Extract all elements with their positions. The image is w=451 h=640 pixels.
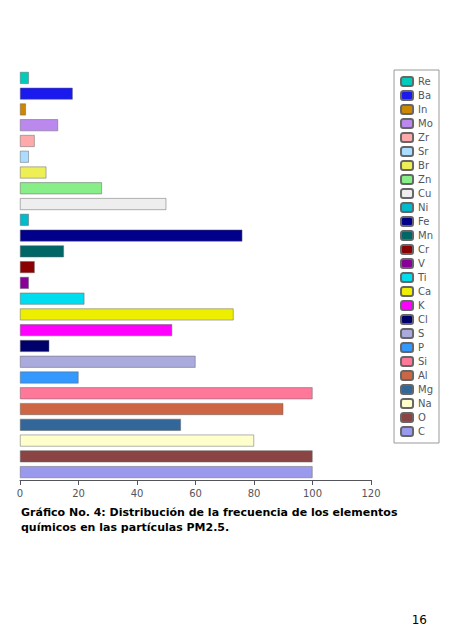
svg-text:0: 0 [17,488,23,499]
svg-text:Cl: Cl [418,314,428,325]
svg-text:Cu: Cu [418,188,431,199]
svg-text:P: P [418,342,424,353]
svg-text:C: C [418,426,425,437]
svg-text:K: K [418,300,425,311]
svg-text:Ca: Ca [418,286,431,297]
svg-text:Ba: Ba [418,90,431,101]
svg-text:Re: Re [418,76,431,87]
svg-text:Mg: Mg [418,384,433,395]
svg-text:Mo: Mo [418,118,433,129]
svg-text:Ni: Ni [418,202,428,213]
svg-text:Zn: Zn [418,174,431,185]
svg-text:20: 20 [72,488,85,499]
svg-text:Na: Na [418,398,432,409]
svg-text:Zr: Zr [418,132,430,143]
svg-text:Ti: Ti [417,272,427,283]
svg-text:In: In [418,104,427,115]
svg-text:120: 120 [361,488,380,499]
svg-text:Gráfico No. 4: Distribución de: Gráfico No. 4: Distribución de la frecue… [21,506,401,519]
svg-text:V: V [418,258,425,269]
svg-text:40: 40 [131,488,144,499]
svg-text:Br: Br [418,160,430,171]
svg-text:Cr: Cr [418,244,430,255]
svg-text:químicos en las partículas PM2: químicos en las partículas PM2.5. [21,521,229,534]
svg-text:Mn: Mn [418,230,433,241]
svg-text:Si: Si [418,356,427,367]
svg-text:Sr: Sr [418,146,429,157]
svg-text:S: S [418,328,424,339]
svg-text:60: 60 [189,488,202,499]
svg-text:80: 80 [248,488,261,499]
svg-text:100: 100 [303,488,322,499]
svg-text:O: O [418,412,426,423]
svg-text:16: 16 [412,613,427,627]
svg-text:Fe: Fe [418,216,429,227]
svg-text:Al: Al [418,370,428,381]
